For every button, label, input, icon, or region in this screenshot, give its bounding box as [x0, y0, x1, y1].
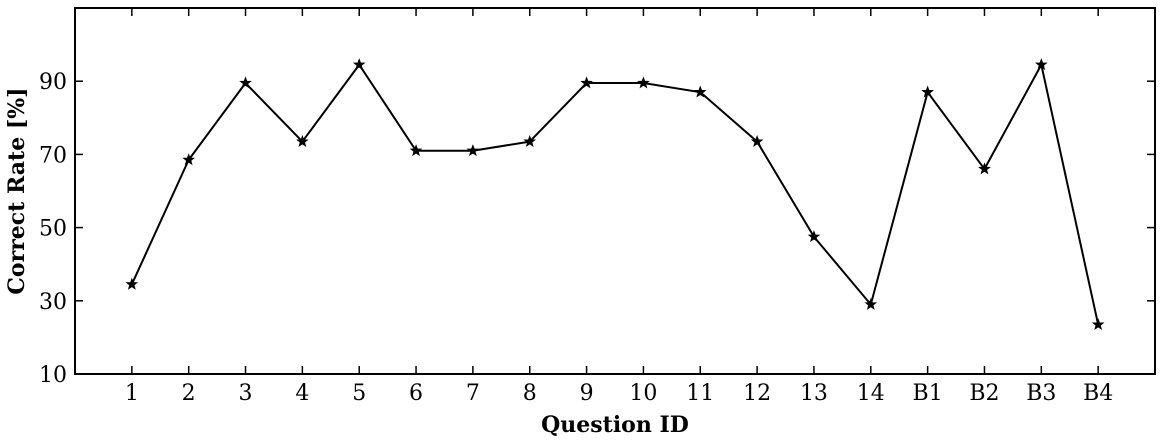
y-ticks: 10 30 50 70 90 — [39, 70, 1155, 388]
x-tick-label: 3 — [239, 381, 253, 406]
data-point-star — [580, 76, 593, 89]
data-point-star — [125, 277, 139, 290]
data-point-star — [693, 85, 707, 98]
x-tick-label: B1 — [913, 381, 943, 406]
x-tick-label: 9 — [580, 381, 594, 406]
x-tick-label: B2 — [969, 381, 999, 406]
x-tick-label: 14 — [857, 381, 885, 406]
data-point-star — [978, 162, 991, 175]
plot-frame — [74, 7, 1156, 375]
x-tick-label: B4 — [1083, 381, 1113, 406]
x-axis-title: Question ID — [541, 412, 689, 438]
x-tick-label: 4 — [295, 381, 309, 406]
data-point-star — [352, 58, 366, 71]
data-point-star — [864, 297, 878, 310]
data-point-star — [807, 230, 821, 243]
data-point-star — [239, 76, 252, 89]
y-tick-label: 30 — [39, 290, 67, 315]
data-point-star — [409, 144, 423, 157]
y-tick-label: 50 — [39, 217, 67, 242]
series-layer — [125, 58, 1105, 330]
data-point-star — [523, 134, 537, 147]
x-tick-label: 12 — [743, 381, 771, 406]
x-tick-label: 10 — [629, 381, 657, 406]
x-tick-label: B3 — [1026, 381, 1056, 406]
y-tick-label: 10 — [39, 363, 67, 388]
x-tick-label: 2 — [182, 381, 196, 406]
y-tick-label: 90 — [39, 70, 67, 95]
x-tick-label: 5 — [352, 381, 366, 406]
data-point-star — [750, 134, 764, 147]
data-point-star — [466, 144, 480, 157]
x-tick-label: 1 — [125, 381, 139, 406]
data-point-star — [1034, 58, 1048, 71]
data-point-star — [1091, 317, 1105, 330]
x-ticks: 1 2 3 4 5 6 7 8 9 10 11 12 13 14 B1 B2 B3 B4 — [125, 8, 1113, 406]
series-line — [130, 63, 1100, 325]
data-point-star — [182, 153, 196, 166]
x-tick-label: 6 — [409, 381, 423, 406]
y-axis-title: Correct Rate [%] — [4, 87, 30, 294]
x-tick-label: 8 — [523, 381, 537, 406]
x-tick-label: 7 — [466, 381, 480, 406]
data-point-star — [921, 85, 934, 98]
data-point-star — [637, 76, 650, 89]
y-tick-label: 70 — [39, 143, 67, 168]
x-tick-label: 13 — [800, 381, 828, 406]
x-tick-label: 11 — [686, 381, 714, 406]
data-point-star — [296, 134, 309, 147]
